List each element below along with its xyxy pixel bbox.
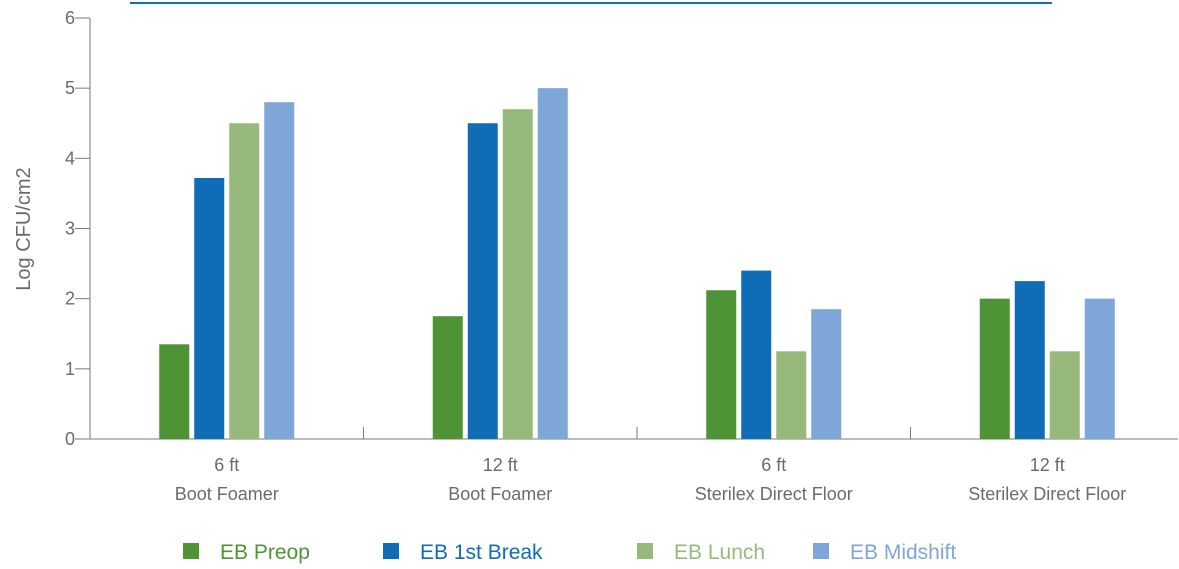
y-tick-label: 5 xyxy=(65,78,75,98)
legend-label: EB 1st Break xyxy=(420,541,543,564)
y-tick-label: 1 xyxy=(65,359,75,379)
bar-eb-preop-3 xyxy=(706,290,737,439)
bar-eb-1st-break-1 xyxy=(194,177,225,440)
category-label-line2: Sterilex Direct Floor xyxy=(968,484,1126,504)
y-tick-label: 4 xyxy=(65,148,75,168)
bar-eb-1st-break-3 xyxy=(741,270,772,439)
bar-eb-midshift-3 xyxy=(811,309,842,439)
legend-swatch xyxy=(813,543,829,559)
bar-eb-midshift-4 xyxy=(1084,298,1115,439)
y-tick-label: 0 xyxy=(65,429,75,449)
y-axis-label: Log CFU/cm2 xyxy=(13,167,35,290)
category-labels: 6 ft Boot Foamer 12 ft Boot Foamer 6 ft Steri… xyxy=(175,455,1127,504)
bars xyxy=(159,88,1115,440)
bar-eb-lunch-2 xyxy=(502,109,533,439)
bar-eb-preop-4 xyxy=(979,298,1010,439)
legend-label: EB Midshift xyxy=(850,541,956,564)
bar-eb-midshift-1 xyxy=(264,102,295,439)
legend-label: EB Preop xyxy=(220,541,310,564)
category-label-line1: 12 ft xyxy=(483,455,518,475)
legend-swatch xyxy=(383,543,399,559)
y-tick-label: 2 xyxy=(65,289,75,309)
legend-swatch xyxy=(183,543,199,559)
bar-eb-midshift-2 xyxy=(537,88,568,440)
legend-swatch xyxy=(637,543,653,559)
legend: EB Preop EB 1st Break EB Lunch EB Midshift xyxy=(183,541,956,564)
category-label-line1: 6 ft xyxy=(214,455,239,475)
bar-eb-lunch-1 xyxy=(229,123,260,439)
y-tick-label: 6 xyxy=(65,8,75,28)
category-label-line2: Sterilex Direct Floor xyxy=(695,484,853,504)
category-label-line2: Boot Foamer xyxy=(175,484,279,504)
category-label-line1: 6 ft xyxy=(761,455,786,475)
category-label-line1: 12 ft xyxy=(1030,455,1065,475)
bar-eb-preop-1 xyxy=(159,344,190,439)
y-tick-label: 3 xyxy=(65,219,75,239)
bar-eb-preop-2 xyxy=(432,316,463,439)
legend-label: EB Lunch xyxy=(674,541,765,564)
category-label-line2: Boot Foamer xyxy=(448,484,552,504)
bar-eb-lunch-3 xyxy=(776,351,807,439)
bar-eb-lunch-4 xyxy=(1049,351,1080,439)
bar-eb-1st-break-4 xyxy=(1014,281,1045,439)
bar-eb-1st-break-2 xyxy=(467,123,498,439)
